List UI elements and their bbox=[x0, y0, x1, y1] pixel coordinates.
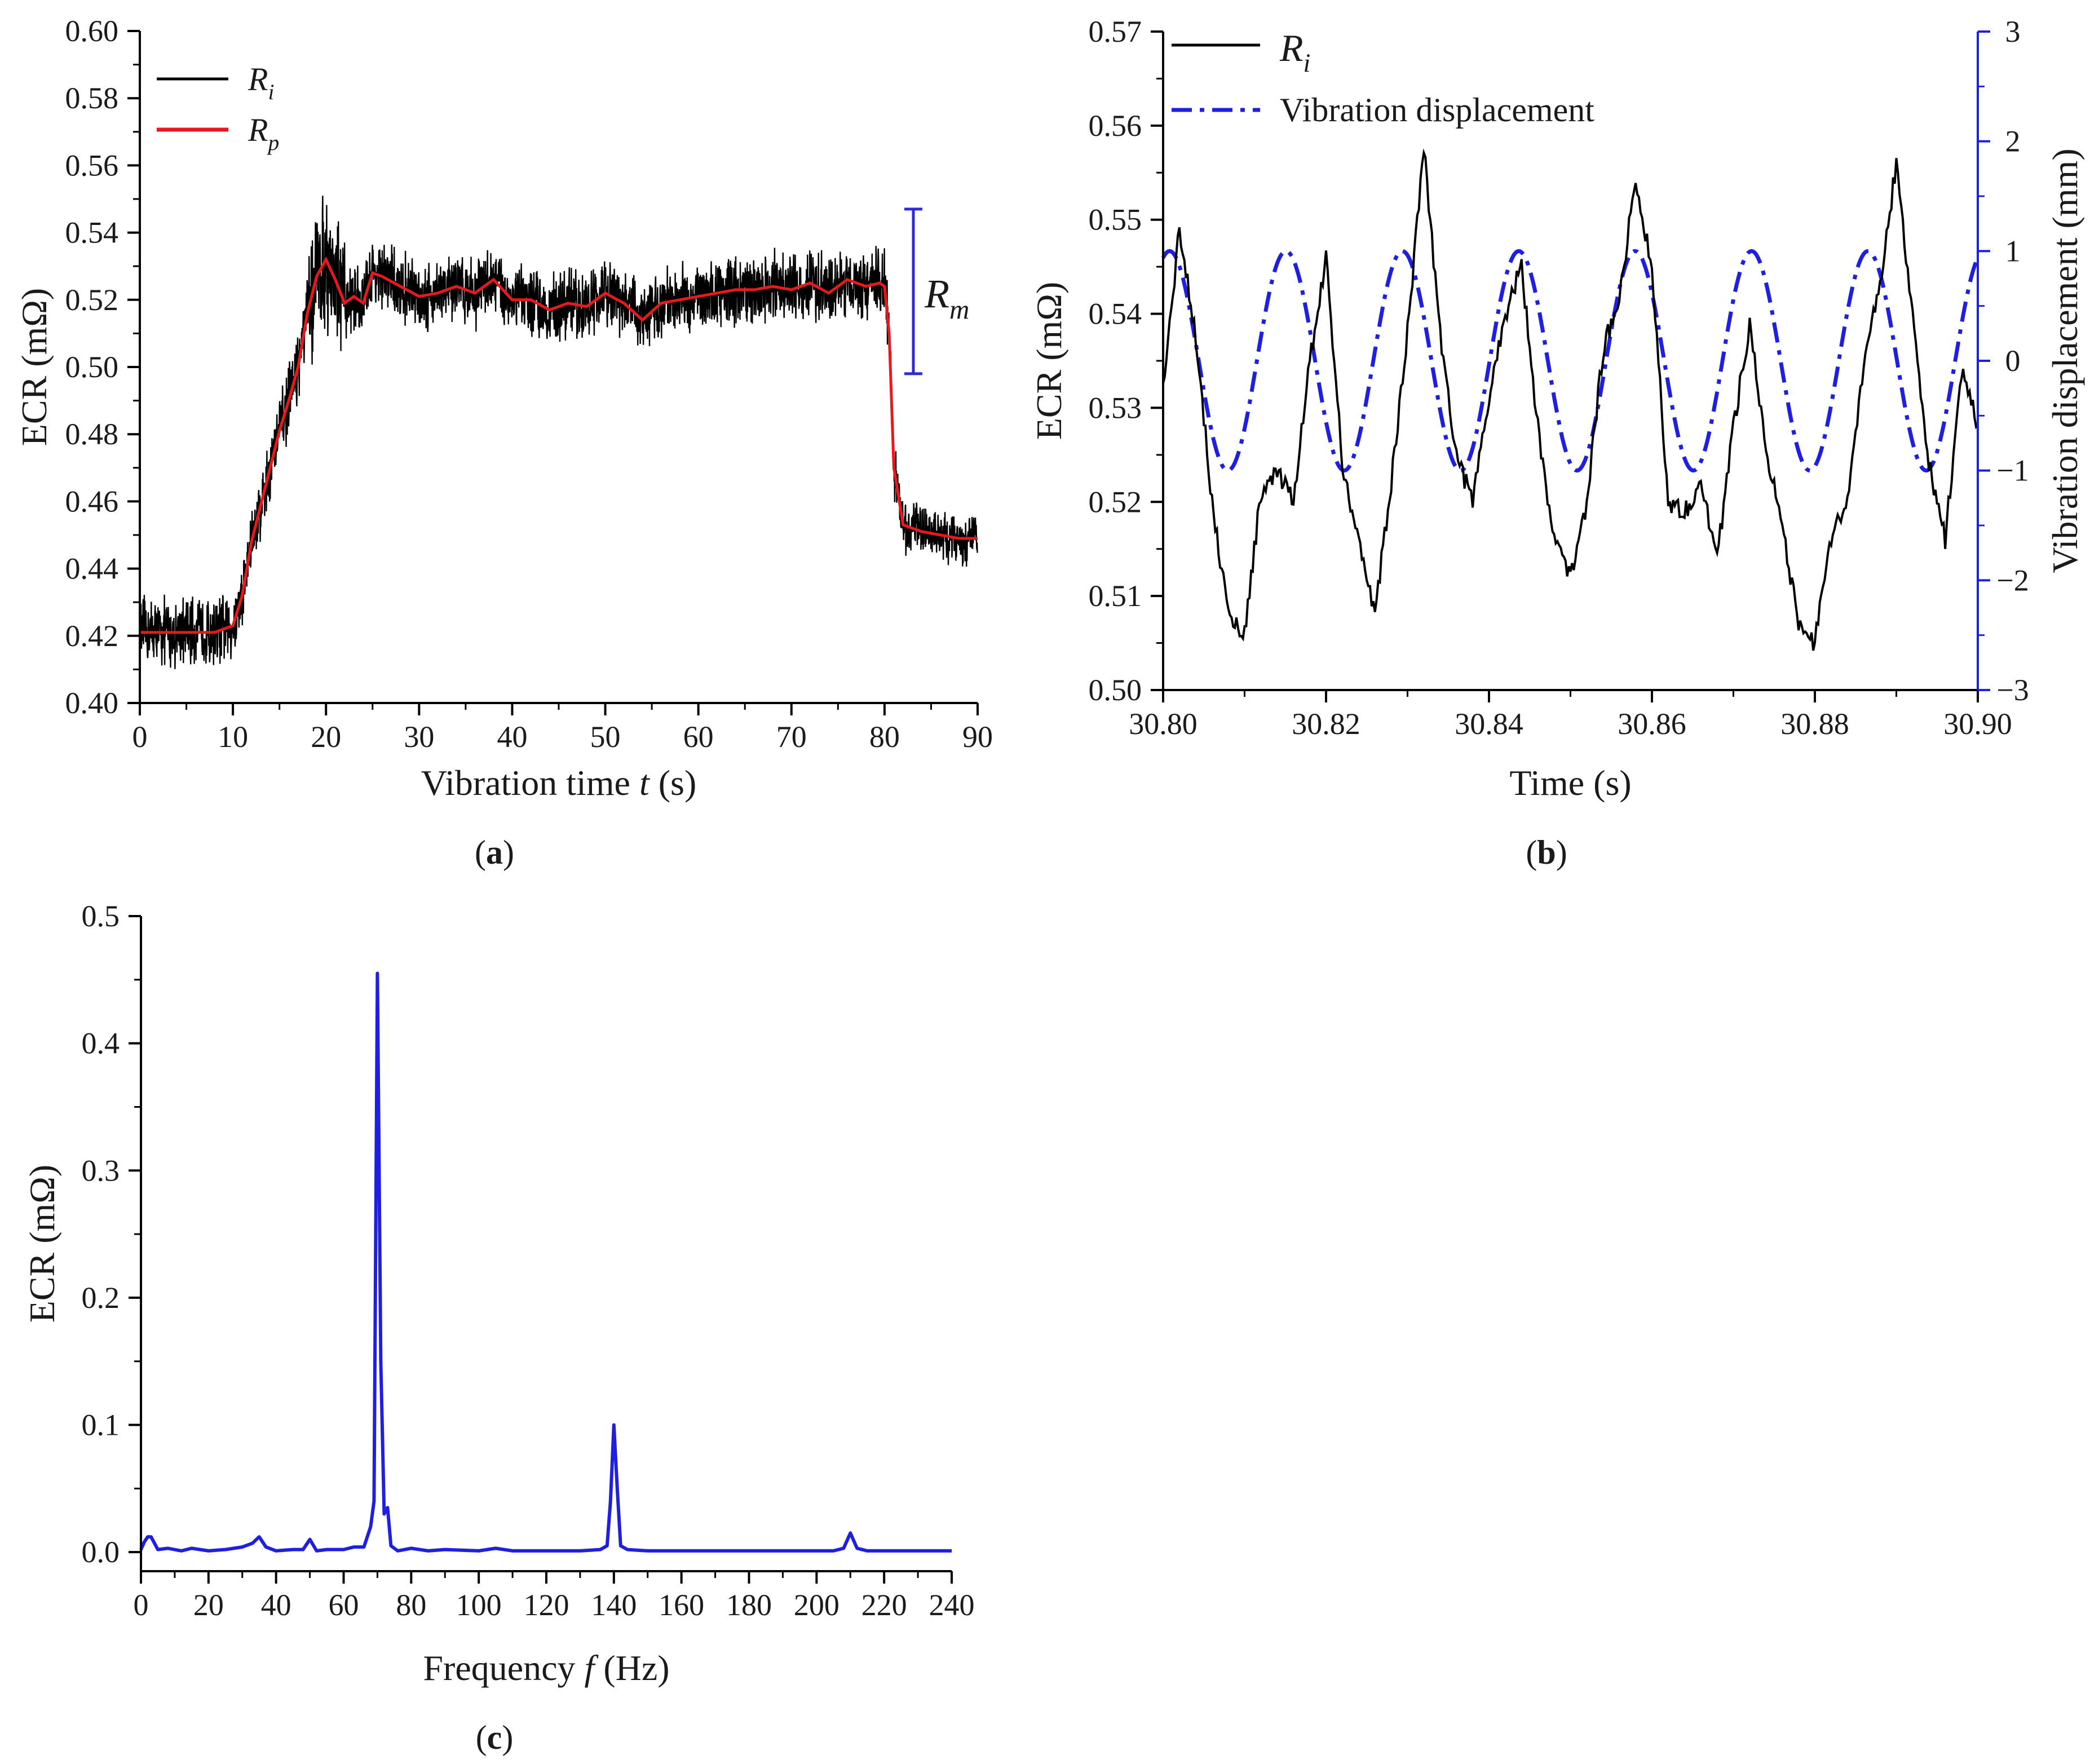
rm-annotation-label-main: R bbox=[924, 271, 949, 316]
x-title-suffix: (s) bbox=[649, 763, 697, 803]
panel-b-ytick-label: 0.51 bbox=[1089, 579, 1142, 613]
panel-b-y2tick-label: 3 bbox=[2005, 15, 2021, 48]
panel-b-y2tick-label: −3 bbox=[1996, 673, 2029, 707]
legend-vibration-label: Vibration displacement bbox=[1280, 91, 1594, 129]
panel-c-xtick-label: 240 bbox=[929, 1588, 975, 1622]
rm-annotation-label: Rm bbox=[924, 271, 969, 325]
panel-c-x-axis-title: Frequency f (Hz) bbox=[423, 1648, 669, 1688]
panel-c-ytick-label: 0.4 bbox=[82, 1027, 120, 1060]
panel-b-ytick-label: 0.57 bbox=[1089, 15, 1142, 48]
panel-b-xtick-label: 30.88 bbox=[1780, 707, 1849, 741]
panel-label-a: (a) bbox=[475, 834, 514, 871]
legend-Rp-label: Rp bbox=[248, 112, 279, 155]
panel-b-ytick-label: 0.55 bbox=[1089, 203, 1142, 237]
panel-c-chart: 0 20 40 60 80 100 120 140 160 180 200 220 240 0.0 0.1 0… bbox=[22, 899, 975, 1688]
series-vibration-displacement-line bbox=[1161, 249, 1980, 473]
panel-b-ytick-label: 0.54 bbox=[1089, 297, 1142, 331]
panel-a-ytick-label: 0.40 bbox=[65, 686, 119, 720]
panel-a-ytick-label: 0.52 bbox=[65, 283, 119, 317]
panel-a-xtick-label: 80 bbox=[869, 720, 900, 754]
panel-b-xtick-label: 30.86 bbox=[1618, 707, 1686, 741]
panel-a-ytick-label: 0.44 bbox=[65, 552, 119, 586]
panel-c-ytick-label: 0.3 bbox=[82, 1153, 120, 1187]
series-spectrum-line bbox=[139, 971, 952, 1553]
panel-c-ytick-label: 0.0 bbox=[82, 1535, 120, 1569]
panel-b-chart: 30.80 30.82 30.84 30.86 30.88 30.90 0.50 0.51 0.… bbox=[1029, 15, 2085, 803]
series-Rp-line bbox=[140, 256, 978, 634]
panel-a-ytick-label: 0.56 bbox=[65, 148, 119, 182]
panel-c-xtick-label: 20 bbox=[193, 1588, 224, 1622]
panel-b-x-axis-title: Time (s) bbox=[1509, 763, 1631, 803]
panel-a-xtick-label: 60 bbox=[683, 720, 714, 754]
legend-Ri-label-main: R bbox=[248, 61, 268, 98]
panel-label-b: (b) bbox=[1526, 834, 1567, 871]
panel-a-ytick-label: 0.54 bbox=[65, 216, 119, 250]
legend-Rp-label-sub: p bbox=[266, 130, 279, 155]
panel-a-ytick-label: 0.48 bbox=[65, 417, 119, 451]
legend-Ri-label-main: R bbox=[1279, 26, 1304, 69]
panel-a-y-axis-title: ECR (mΩ) bbox=[14, 288, 54, 446]
panel-c-y-axis-title: ECR (mΩ) bbox=[22, 1165, 62, 1323]
legend-Ri-label: Ri bbox=[1279, 26, 1310, 78]
panel-a-xtick-label: 40 bbox=[497, 720, 527, 754]
panel-b-y2-axis-title: Vibration displacement (mm) bbox=[2045, 148, 2085, 573]
panel-a-x-axis-title: Vibration time t (s) bbox=[421, 763, 697, 803]
panel-a-xtick-label: 0 bbox=[132, 720, 148, 754]
panel-b-ytick-label: 0.52 bbox=[1089, 485, 1142, 519]
series-Ri-line bbox=[139, 196, 978, 669]
panel-c-xtick-label: 100 bbox=[456, 1588, 502, 1622]
panel-a-ytick-label: 0.58 bbox=[65, 81, 119, 115]
panel-a-xtick-label: 20 bbox=[311, 720, 341, 754]
rm-annotation-label-sub: m bbox=[949, 294, 969, 325]
panel-a-xtick-label: 90 bbox=[962, 720, 993, 754]
panel-c-xtick-label: 120 bbox=[524, 1588, 569, 1622]
legend-Ri-label: Ri bbox=[248, 61, 274, 104]
panel-c-ytick-label: 0.5 bbox=[82, 899, 120, 933]
panel-a-chart: 0 10 20 30 40 50 60 70 80 90 0.40 0.42 0.44 0.46 0.48 0… bbox=[14, 14, 993, 803]
panel-b-y2tick-label: −1 bbox=[1996, 454, 2029, 488]
panel-a-ytick-label: 0.60 bbox=[65, 14, 119, 48]
panel-c-xtick-label: 40 bbox=[261, 1588, 291, 1622]
panel-b-ytick-label: 0.50 bbox=[1089, 673, 1142, 707]
panel-b-y2tick-label: 1 bbox=[2005, 234, 2021, 268]
panel-b-xtick-label: 30.90 bbox=[1943, 707, 2012, 741]
panel-c-xtick-label: 140 bbox=[591, 1588, 637, 1622]
legend-Ri-label-sub: i bbox=[268, 79, 274, 104]
panel-c-xtick-label: 0 bbox=[134, 1588, 149, 1622]
panel-b-ytick-label: 0.53 bbox=[1089, 391, 1142, 425]
panel-c-xtick-label: 160 bbox=[659, 1588, 704, 1622]
panel-b-xtick-label: 30.80 bbox=[1129, 707, 1198, 741]
x-title-prefix: Frequency bbox=[423, 1648, 584, 1688]
legend-Ri-label-sub: i bbox=[1304, 49, 1311, 78]
x-title-var: t bbox=[639, 763, 651, 803]
panel-a-ytick-label: 0.50 bbox=[65, 350, 119, 384]
panel-b-ytick-label: 0.56 bbox=[1089, 109, 1142, 143]
panel-a-ytick-label: 0.46 bbox=[65, 484, 119, 518]
panel-b-xtick-label: 30.82 bbox=[1292, 707, 1360, 741]
panel-b-xtick-label: 30.84 bbox=[1455, 707, 1523, 741]
panel-c-xtick-label: 220 bbox=[861, 1588, 907, 1622]
panel-label-c: (c) bbox=[476, 1719, 514, 1756]
panel-a-ytick-label: 0.42 bbox=[65, 619, 119, 653]
panel-b-y2tick-label: −2 bbox=[1996, 563, 2029, 597]
legend-Rp-label-main: R bbox=[248, 112, 268, 148]
panel-c-xtick-label: 80 bbox=[396, 1588, 426, 1622]
panel-b-y2tick-label: 2 bbox=[2005, 125, 2021, 158]
x-title-prefix: Vibration time bbox=[421, 763, 639, 803]
panel-c-xtick-label: 180 bbox=[726, 1588, 772, 1622]
panel-b-y-axis-title: ECR (mΩ) bbox=[1029, 282, 1069, 440]
panel-c-xtick-label: 200 bbox=[794, 1588, 839, 1622]
panel-c-ytick-label: 0.1 bbox=[82, 1408, 120, 1442]
panel-c-xtick-label: 60 bbox=[329, 1588, 359, 1622]
panel-a-xtick-label: 30 bbox=[404, 720, 434, 754]
panel-a-xtick-label: 70 bbox=[776, 720, 807, 754]
panel-b-y2tick-label: 0 bbox=[2005, 344, 2021, 378]
panel-a-xtick-label: 10 bbox=[218, 720, 248, 754]
series-Ri-line bbox=[1162, 148, 1979, 651]
x-title-suffix: (Hz) bbox=[594, 1648, 669, 1688]
panel-a-xtick-label: 50 bbox=[590, 720, 621, 754]
panel-c-ytick-label: 0.2 bbox=[82, 1281, 120, 1315]
